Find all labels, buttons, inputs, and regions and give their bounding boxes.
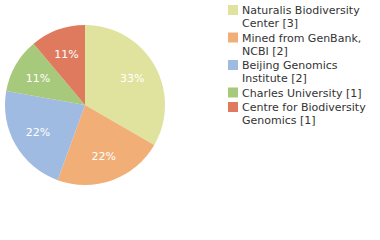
data-label: 33% [120, 72, 144, 85]
pie: 33% 22% 22% 11% 11% [5, 25, 165, 185]
legend-label: Mined from GenBank,NCBI [2] [242, 32, 361, 58]
legend-label: Charles University [1] [242, 87, 362, 100]
legend: Naturalis BiodiversityCenter [3]Mined fr… [228, 4, 366, 127]
pie-slice [5, 91, 85, 180]
legend-swatch [228, 88, 238, 98]
legend-label: Naturalis BiodiversityCenter [3] [242, 4, 360, 30]
legend-swatch [228, 33, 238, 43]
legend-item: Centre for BiodiversityGenomics [1] [228, 101, 366, 127]
chart: 33% 22% 22% 11% 11% Naturalis BiodiversityCen… [0, 0, 380, 240]
data-label: 22% [91, 150, 115, 163]
legend-label: Centre for BiodiversityGenomics [1] [242, 101, 366, 127]
legend-label: Beijing GenomicsInstitute [2] [242, 59, 338, 85]
legend-item: Naturalis BiodiversityCenter [3] [228, 4, 360, 30]
legend-swatch [228, 60, 238, 70]
legend-item: Beijing GenomicsInstitute [2] [228, 59, 338, 85]
data-label: 11% [54, 48, 78, 61]
legend-item: Charles University [1] [228, 87, 362, 100]
pie-slice [34, 25, 85, 105]
data-label: 22% [26, 126, 50, 139]
legend-item: Mined from GenBank,NCBI [2] [228, 32, 361, 58]
data-label: 11% [26, 72, 50, 85]
legend-swatch [228, 102, 238, 112]
legend-swatch [228, 5, 238, 15]
